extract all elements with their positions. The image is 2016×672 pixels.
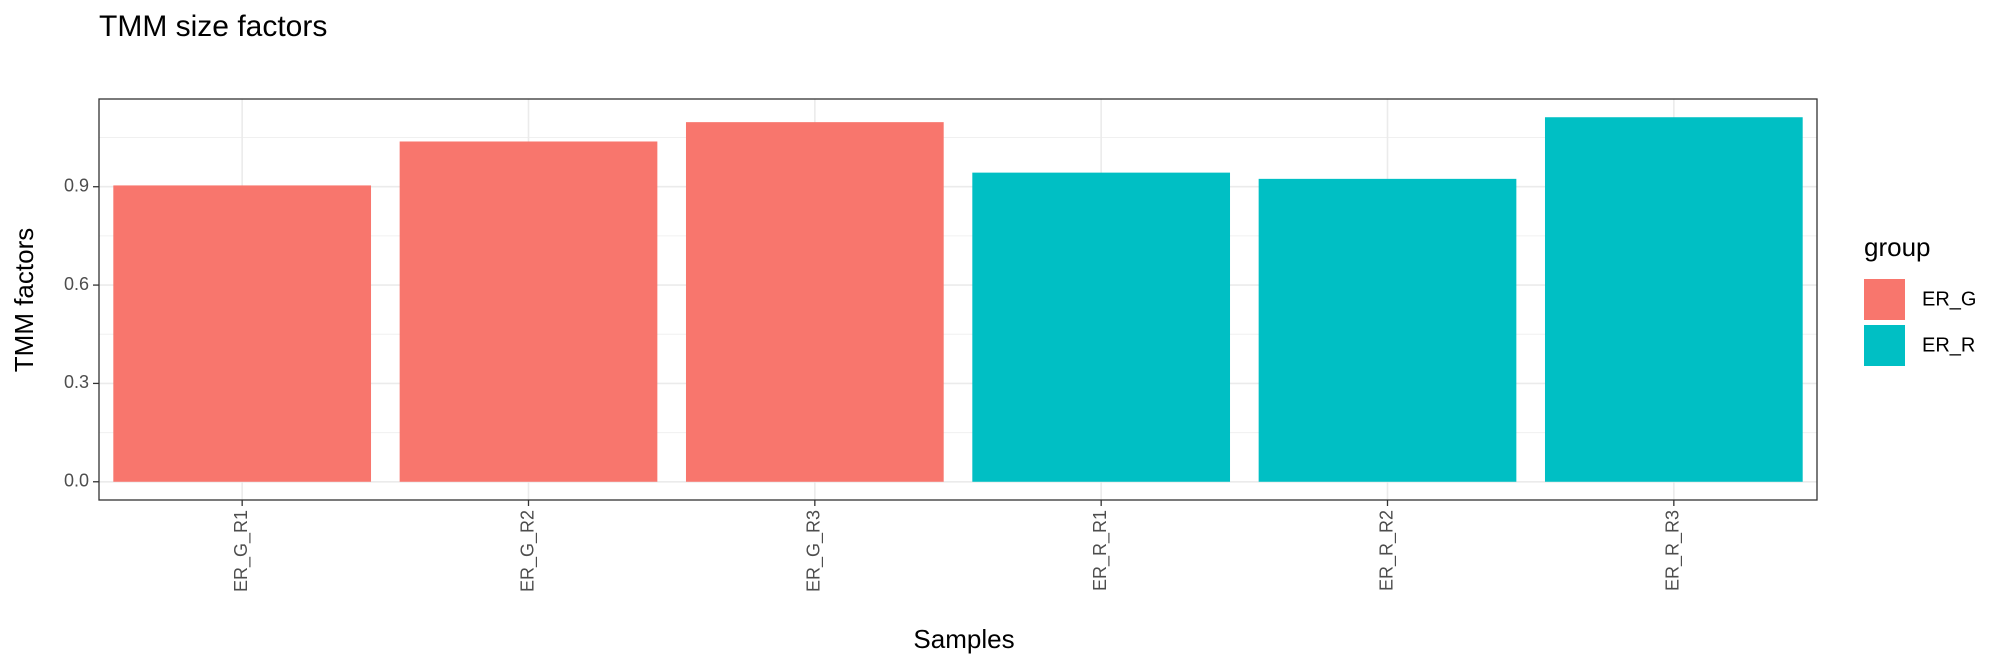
x-tick-label: ER_G_R3 (804, 510, 825, 592)
y-tick-label: 0.6 (64, 274, 89, 294)
bar (685, 122, 944, 482)
chart-title: TMM size factors (99, 10, 327, 43)
legend-title: group (1864, 232, 1931, 262)
x-tick-label: ER_G_R1 (231, 510, 252, 592)
panel-border (98, 98, 1818, 501)
x-tick-label: ER_G_R2 (517, 510, 538, 592)
bar (972, 172, 1231, 482)
bar (399, 141, 658, 482)
y-tick-label: 0.0 (64, 471, 89, 491)
x-axis-title: Samples (913, 624, 1014, 654)
x-tick-label: ER_R_R2 (1376, 510, 1397, 591)
bar (113, 185, 372, 482)
x-tick-label: ER_R_R3 (1663, 510, 1684, 591)
legend-label: ER_R (1922, 334, 1975, 356)
bar (1544, 117, 1803, 482)
plot-panel (99, 99, 1817, 500)
legend-key (1864, 279, 1905, 320)
legend-label: ER_G (1922, 288, 1976, 310)
y-tick-label: 0.9 (64, 175, 89, 195)
bar (1258, 178, 1517, 482)
legend-key (1864, 325, 1905, 366)
y-axis-title: TMM factors (9, 228, 39, 372)
x-tick-label: ER_R_R1 (1090, 510, 1111, 591)
y-tick-label: 0.3 (64, 372, 89, 392)
